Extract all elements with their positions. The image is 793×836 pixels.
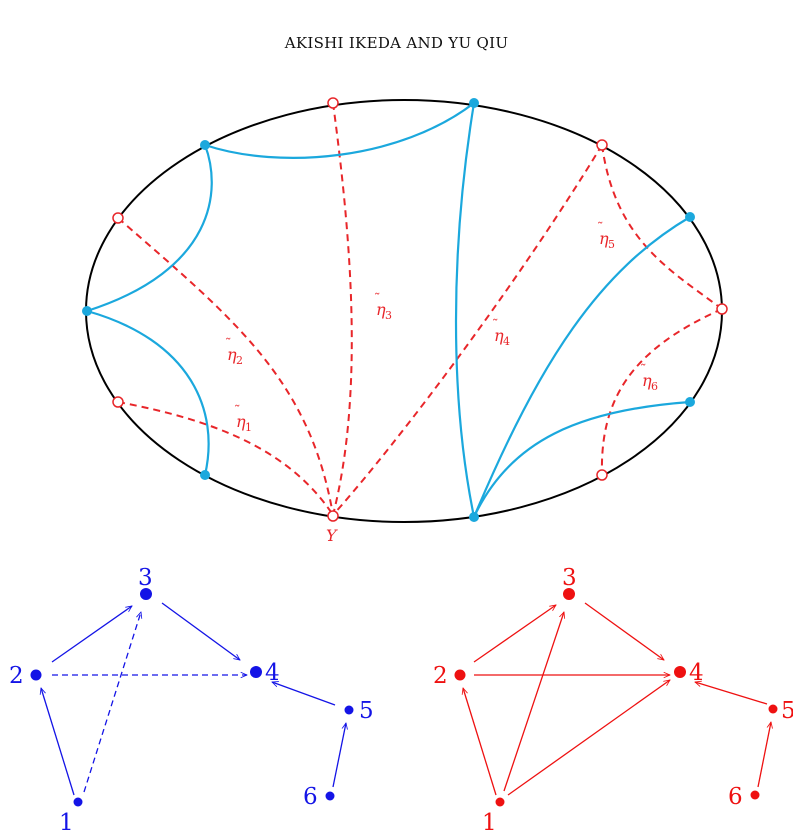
- blue-node-1: [73, 797, 83, 807]
- svg-text:1: 1: [245, 421, 252, 434]
- open-point: [112, 396, 124, 408]
- svg-text:˜: ˜: [374, 292, 381, 307]
- eta5-arc: [601, 144, 723, 310]
- blue-arrow-1-2: [41, 688, 75, 796]
- svg-text:2: 2: [236, 354, 243, 367]
- red-label-4: 4: [689, 660, 704, 686]
- svg-text:η: η: [599, 229, 609, 248]
- blue-label-4: 4: [265, 660, 280, 686]
- svg-text:η: η: [227, 345, 237, 364]
- marked-surface: η 1 ˜ η 2 ˜ η 3 ˜ η 4 ˜ η 5 ˜: [82, 97, 728, 545]
- eta1-label: η 1 ˜: [234, 404, 252, 434]
- svg-text:4: 4: [503, 335, 510, 348]
- open-point-y: [327, 510, 339, 522]
- eta3-arc: [332, 102, 353, 516]
- blue-arrow-1-3-dashed: [83, 612, 141, 793]
- running-head: AKISHI IKEDA AND YU QIU: [284, 34, 509, 52]
- svg-text:˜: ˜: [640, 363, 647, 378]
- marked-point: [200, 140, 210, 150]
- eta4-arc: [332, 144, 603, 516]
- blue-label-3: 3: [138, 565, 153, 591]
- eta2-arc: [117, 217, 334, 516]
- open-point: [327, 97, 339, 109]
- point-label-y: Y: [326, 526, 338, 545]
- red-arrow-1-2: [463, 688, 497, 796]
- blue-node-6: [325, 791, 335, 801]
- blue-label-6: 6: [303, 784, 318, 810]
- marked-point: [200, 470, 210, 480]
- red-label-6: 6: [728, 784, 743, 810]
- marked-point: [469, 98, 479, 108]
- blue-arrow-5-4: [272, 682, 336, 706]
- svg-text:6: 6: [651, 380, 658, 393]
- red-node-3: [563, 588, 575, 600]
- arc-b: [86, 144, 213, 313]
- svg-text:η: η: [494, 326, 504, 345]
- blue-arrow-3-4: [161, 602, 240, 660]
- arc-c: [86, 309, 210, 476]
- red-arrow-2-3: [473, 605, 556, 663]
- blue-label-5: 5: [359, 698, 374, 724]
- svg-text:˜: ˜: [492, 318, 499, 333]
- red-arrow-1-4: [507, 680, 670, 796]
- svg-text:5: 5: [608, 238, 615, 251]
- svg-text:3: 3: [385, 309, 392, 322]
- red-arrow-5-4: [695, 682, 768, 705]
- arc-a: [204, 102, 475, 159]
- open-point: [716, 303, 728, 315]
- eta4-label: η 4 ˜: [492, 318, 510, 348]
- arc-d: [454, 102, 476, 518]
- blue-arrow-2-3: [51, 606, 132, 663]
- red-label-1: 1: [482, 810, 497, 836]
- svg-text:˜: ˜: [225, 337, 232, 352]
- arc-f: [473, 400, 691, 518]
- blue-node-5: [344, 705, 354, 715]
- marked-point: [82, 306, 92, 316]
- eta5-label: η 5 ˜: [597, 221, 615, 251]
- red-arrow-1-3: [503, 612, 564, 792]
- quiver-blue: 1 2 3 4 5 6: [9, 565, 374, 836]
- arc-e: [472, 216, 691, 518]
- open-point: [596, 469, 608, 481]
- open-point: [596, 139, 608, 151]
- red-label-5: 5: [781, 698, 793, 724]
- red-node-1: [495, 797, 505, 807]
- red-node-6: [750, 790, 760, 800]
- eta6-label: η 6 ˜: [640, 363, 658, 393]
- eta1-arc: [117, 401, 334, 516]
- red-label-3: 3: [562, 565, 577, 591]
- svg-text:η: η: [642, 371, 652, 390]
- eta3-label: η 3 ˜: [374, 292, 392, 322]
- open-point: [112, 212, 124, 224]
- red-node-2: [454, 669, 466, 681]
- quiver-red: 1 2 3 4 5 6: [433, 565, 793, 836]
- boundary-ellipse: [85, 99, 723, 523]
- svg-text:η: η: [376, 300, 386, 319]
- blue-arrow-6-5: [332, 723, 346, 788]
- red-node-4: [674, 666, 686, 678]
- red-node-5: [768, 704, 778, 714]
- red-arrow-6-5: [757, 722, 771, 788]
- blue-node-4: [250, 666, 262, 678]
- blue-label-1: 1: [59, 810, 74, 836]
- blue-node-3: [140, 588, 152, 600]
- eta6-arc: [600, 308, 723, 476]
- marked-point: [685, 212, 695, 222]
- svg-text:˜: ˜: [234, 404, 241, 419]
- blue-node-2: [30, 669, 42, 681]
- red-arrow-3-4: [584, 602, 664, 660]
- marked-point: [469, 512, 479, 522]
- blue-label-2: 2: [9, 663, 24, 689]
- marked-point: [685, 397, 695, 407]
- svg-text:˜: ˜: [597, 221, 604, 236]
- eta2-label: η 2 ˜: [225, 337, 243, 367]
- svg-text:η: η: [236, 412, 246, 431]
- red-label-2: 2: [433, 663, 448, 689]
